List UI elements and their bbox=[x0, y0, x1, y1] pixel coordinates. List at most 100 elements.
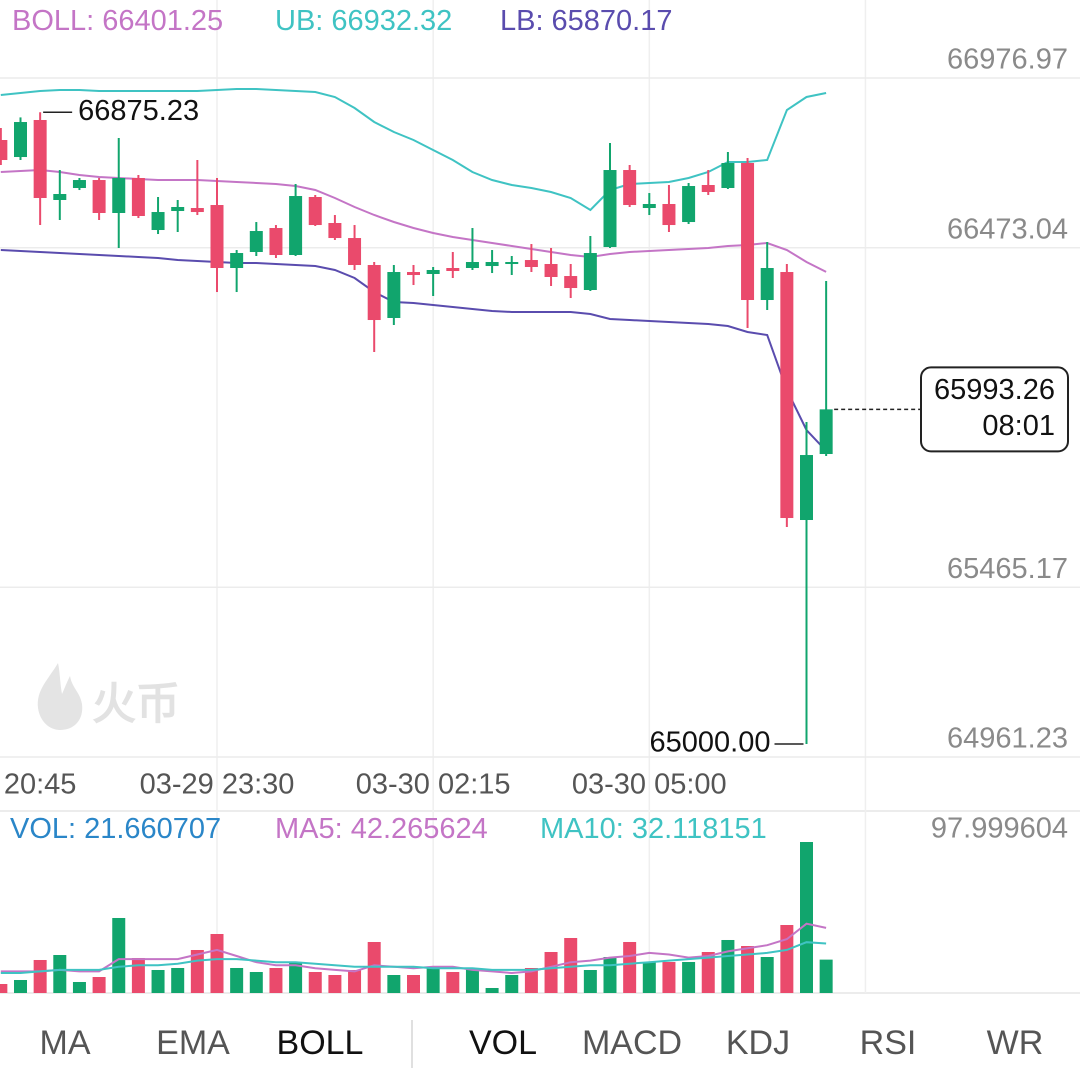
volume-bar bbox=[682, 961, 696, 993]
y-tick-label: 64961.23 bbox=[947, 723, 1068, 755]
candle-body bbox=[465, 262, 479, 269]
x-tick-label: 20:45 bbox=[4, 769, 77, 801]
volume-bar bbox=[819, 959, 833, 993]
candle-body bbox=[230, 253, 244, 269]
volume-bar bbox=[210, 934, 224, 993]
legend-entry: UB: 66932.32 bbox=[275, 5, 452, 37]
tab[interactable]: VOL bbox=[469, 1024, 537, 1062]
watermark: 火币 bbox=[37, 663, 180, 730]
line-series bbox=[0, 922, 827, 975]
volume-bar bbox=[407, 975, 420, 993]
high-label: 66875.23 bbox=[78, 95, 199, 127]
tab[interactable]: MA bbox=[40, 1024, 91, 1062]
tab[interactable]: MACD bbox=[582, 1024, 682, 1062]
volume-bar bbox=[642, 961, 656, 993]
volume-bar bbox=[269, 967, 283, 993]
tab[interactable]: RSI bbox=[860, 1024, 917, 1062]
tab[interactable]: EMA bbox=[156, 1024, 230, 1062]
volume-bar bbox=[544, 951, 558, 993]
legend-name: LB: bbox=[500, 5, 544, 37]
candle-body bbox=[819, 409, 833, 455]
volume-bar bbox=[741, 946, 755, 993]
candle-body bbox=[367, 265, 381, 321]
y-tick-label: 97.999604 bbox=[931, 813, 1068, 845]
volume-bar bbox=[249, 971, 263, 993]
candle-body bbox=[426, 269, 440, 275]
candle-body bbox=[190, 208, 204, 213]
legend-name: MA5: bbox=[275, 813, 343, 845]
legend-value: 42.265624 bbox=[351, 813, 488, 845]
candle-body bbox=[308, 196, 322, 226]
volume-bar bbox=[505, 975, 519, 993]
candle-body bbox=[151, 212, 165, 231]
legend-value: 65870.17 bbox=[552, 5, 673, 37]
candle-body bbox=[583, 253, 597, 291]
legend-entry: MA5: 42.265624 bbox=[275, 813, 488, 845]
volume-bar bbox=[524, 967, 538, 993]
candle-body bbox=[131, 178, 145, 216]
candle-body bbox=[72, 180, 86, 189]
candle-body bbox=[780, 272, 794, 519]
candle-body bbox=[701, 185, 715, 193]
volume-bar bbox=[662, 961, 676, 993]
countdown: 08:01 bbox=[982, 410, 1055, 442]
x-tick-label: 03-30 05:00 bbox=[572, 769, 727, 801]
candle-body bbox=[564, 276, 578, 289]
volume-bar bbox=[131, 957, 145, 993]
tab-bar: MA EMA BOLL VOL MACD KDJ RSI WR bbox=[40, 1024, 1044, 1062]
candle-body bbox=[210, 205, 224, 269]
candle-body bbox=[328, 223, 342, 239]
volume-bar bbox=[780, 925, 794, 993]
legend-entry: MA10: 32.118151 bbox=[540, 813, 767, 845]
candle-body bbox=[171, 207, 185, 212]
volume-bar bbox=[53, 955, 67, 993]
candle-body bbox=[407, 272, 420, 276]
legend-name: UB: bbox=[275, 5, 323, 37]
candle-body bbox=[14, 122, 27, 158]
volume-bar bbox=[583, 969, 597, 993]
legend-entry: VOL: 21.660707 bbox=[10, 813, 221, 845]
line-series bbox=[0, 941, 827, 974]
volume-bar bbox=[701, 951, 715, 993]
candle-body bbox=[53, 194, 67, 200]
volume-bar bbox=[0, 984, 8, 993]
y-tick-label: 65465.17 bbox=[947, 553, 1068, 585]
candle-body bbox=[642, 204, 656, 209]
candle-body bbox=[446, 268, 460, 272]
watermark-icon bbox=[37, 663, 83, 730]
y-tick-label: 66473.04 bbox=[947, 213, 1068, 245]
volume-bar bbox=[328, 975, 342, 993]
y-tick-label: 66976.97 bbox=[947, 44, 1068, 76]
candle-body bbox=[289, 196, 303, 256]
volume-bar bbox=[151, 969, 165, 993]
candle-body bbox=[603, 170, 617, 248]
volume-bar bbox=[446, 971, 460, 993]
legend-value: 66401.25 bbox=[102, 5, 223, 37]
volume-bar bbox=[603, 957, 617, 993]
candle-body bbox=[721, 163, 735, 189]
candle-body bbox=[0, 140, 8, 161]
tab[interactable]: WR bbox=[987, 1024, 1044, 1062]
candle-body bbox=[623, 170, 637, 206]
candle-body bbox=[682, 186, 696, 223]
legend-entry: BOLL: 66401.25 bbox=[12, 5, 223, 37]
tab[interactable]: KDJ bbox=[726, 1024, 790, 1062]
volume-bar bbox=[112, 917, 126, 993]
volume-bar bbox=[230, 967, 244, 993]
volume-bar bbox=[465, 967, 479, 993]
volume-bar bbox=[14, 979, 27, 993]
last-price: 65993.26 bbox=[934, 374, 1055, 406]
legend-name: VOL: bbox=[10, 813, 76, 845]
candle-body bbox=[348, 238, 362, 266]
price-box bbox=[920, 366, 1069, 453]
line-series bbox=[0, 249, 827, 452]
tab[interactable]: BOLL bbox=[277, 1024, 364, 1062]
candle-body bbox=[760, 268, 774, 301]
volume-bar bbox=[33, 959, 47, 993]
watermark-text: 火币 bbox=[92, 680, 180, 729]
volume-bar bbox=[308, 971, 322, 993]
line-series bbox=[0, 88, 827, 212]
legend-value: 21.660707 bbox=[84, 813, 221, 845]
